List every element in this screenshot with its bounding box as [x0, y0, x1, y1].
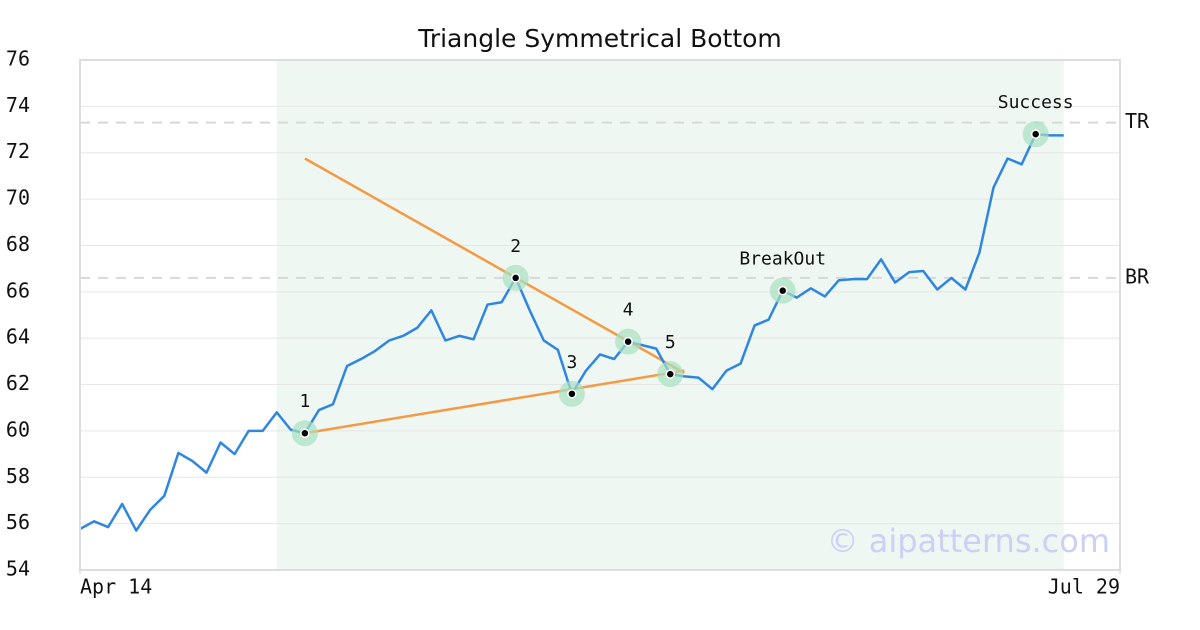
- y-tick-label: 66: [6, 278, 30, 302]
- y-tick-label: 62: [6, 371, 30, 395]
- y-tick-label: 56: [6, 510, 30, 534]
- y-tick-label: 74: [6, 93, 30, 117]
- y-tick-label: 64: [6, 325, 30, 349]
- y-tick-label: 72: [6, 139, 30, 163]
- y-tick-label: 58: [6, 464, 30, 488]
- y-tick-label: 68: [6, 232, 30, 256]
- y-tick-label: 60: [6, 417, 30, 441]
- marker-dot: [665, 369, 676, 379]
- y-tick-label: 76: [6, 47, 30, 71]
- marker-label: BreakOut: [739, 249, 826, 270]
- marker-label: Success: [998, 92, 1074, 113]
- x-tick-label: Jul 29: [1048, 575, 1120, 599]
- marker-label: 3: [566, 352, 577, 373]
- marker-dot: [623, 336, 633, 347]
- plot-frame: [79, 59, 1121, 571]
- watermark: © aipatterns.com: [827, 522, 1110, 560]
- trend-line: [304, 369, 685, 435]
- marker-dot: [777, 285, 788, 296]
- level-label: BR: [1125, 264, 1150, 288]
- marker-label: 5: [665, 332, 676, 353]
- marker-dot: [510, 273, 521, 283]
- y-tick-label: 70: [6, 186, 30, 210]
- marker-label: 2: [510, 236, 521, 257]
- marker-label: 1: [299, 391, 310, 412]
- level-label: TR: [1125, 109, 1150, 133]
- y-tick-label: 54: [6, 557, 30, 581]
- highlight-band: [276, 60, 1064, 570]
- marker-label: 4: [623, 300, 634, 321]
- x-tick-label: Apr 14: [80, 575, 152, 599]
- chart-title: Triangle Symmetrical Bottom: [417, 24, 782, 53]
- marker-dot: [1030, 129, 1041, 139]
- marker-dot: [567, 389, 577, 399]
- marker-dot: [300, 428, 310, 438]
